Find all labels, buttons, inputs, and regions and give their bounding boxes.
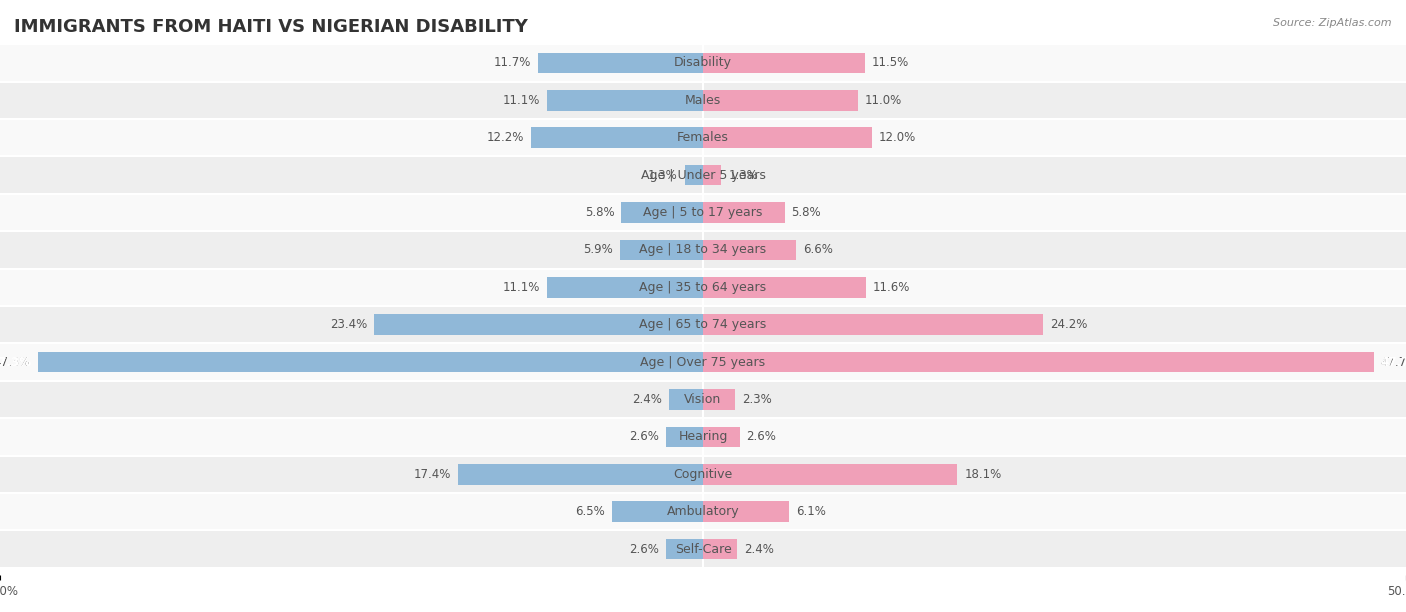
Bar [612,501,703,522]
Bar [666,539,703,559]
Text: 47.3%: 47.3% [0,356,31,368]
Text: Self-Care: Self-Care [675,543,731,556]
Bar [703,240,796,260]
Bar [0,382,1406,417]
Text: Age | Over 75 years: Age | Over 75 years [641,356,765,368]
Text: Cognitive: Cognitive [673,468,733,481]
Bar [703,90,858,111]
Bar [703,464,957,485]
Text: 5.9%: 5.9% [583,244,613,256]
Bar [703,389,735,410]
Bar [703,501,789,522]
Text: 11.6%: 11.6% [873,281,911,294]
Bar [703,165,721,185]
Bar [703,352,1374,372]
Bar [0,457,1406,492]
Text: 2.3%: 2.3% [742,393,772,406]
Text: 47.3%: 47.3% [0,356,31,368]
Text: 5.8%: 5.8% [585,206,614,219]
Text: 23.4%: 23.4% [330,318,367,331]
Bar [703,53,865,73]
Bar [0,269,1406,305]
Text: 2.6%: 2.6% [630,543,659,556]
Text: Age | 5 to 17 years: Age | 5 to 17 years [644,206,762,219]
Bar [0,45,1406,81]
Text: Source: ZipAtlas.com: Source: ZipAtlas.com [1274,18,1392,28]
Text: 11.1%: 11.1% [502,281,540,294]
Text: Ambulatory: Ambulatory [666,505,740,518]
Bar [685,165,703,185]
Text: 11.5%: 11.5% [872,56,908,69]
Bar [703,539,737,559]
Bar [669,389,703,410]
Text: 24.2%: 24.2% [1050,318,1088,331]
Text: 11.7%: 11.7% [494,56,531,69]
Bar [0,494,1406,529]
Bar [0,307,1406,343]
Text: IMMIGRANTS FROM HAITI VS NIGERIAN DISABILITY: IMMIGRANTS FROM HAITI VS NIGERIAN DISABI… [14,18,527,36]
Text: 1.3%: 1.3% [728,168,758,182]
Bar [547,277,703,297]
Bar [620,240,703,260]
Text: 5.8%: 5.8% [792,206,821,219]
Bar [703,315,1043,335]
Bar [703,202,785,223]
Bar [0,83,1406,118]
Bar [531,127,703,148]
Text: 2.6%: 2.6% [747,430,776,444]
Legend: Immigrants from Haiti, Nigerian: Immigrants from Haiti, Nigerian [561,611,845,612]
Bar [0,531,1406,567]
Text: 6.6%: 6.6% [803,244,832,256]
Text: Age | Under 5 years: Age | Under 5 years [641,168,765,182]
Text: Age | 18 to 34 years: Age | 18 to 34 years [640,244,766,256]
Text: Disability: Disability [673,56,733,69]
Text: Age | 65 to 74 years: Age | 65 to 74 years [640,318,766,331]
Text: 12.0%: 12.0% [879,131,915,144]
Text: 2.4%: 2.4% [633,393,662,406]
Bar [703,427,740,447]
Text: 2.4%: 2.4% [744,543,773,556]
Text: 12.2%: 12.2% [486,131,524,144]
Bar [703,127,872,148]
Bar [0,157,1406,193]
Bar [0,120,1406,155]
Text: 1.3%: 1.3% [648,168,678,182]
Text: Vision: Vision [685,393,721,406]
Text: 47.7%: 47.7% [1381,356,1406,368]
Text: Age | 35 to 64 years: Age | 35 to 64 years [640,281,766,294]
Bar [0,345,1406,380]
Bar [0,419,1406,455]
Bar [0,195,1406,230]
Text: 47.3%: 47.3% [0,356,31,368]
Bar [547,90,703,111]
Text: 47.7%: 47.7% [1381,356,1406,368]
Text: 17.4%: 17.4% [413,468,451,481]
Text: 18.1%: 18.1% [965,468,1001,481]
Text: 11.0%: 11.0% [865,94,901,107]
Text: 2.6%: 2.6% [630,430,659,444]
Bar [621,202,703,223]
Bar [703,277,866,297]
Text: Males: Males [685,94,721,107]
Text: 6.1%: 6.1% [796,505,825,518]
Bar [458,464,703,485]
Text: 11.1%: 11.1% [502,94,540,107]
Bar [0,232,1406,267]
Text: Females: Females [678,131,728,144]
Text: 6.5%: 6.5% [575,505,605,518]
Bar [538,53,703,73]
Bar [374,315,703,335]
Bar [38,352,703,372]
Text: Hearing: Hearing [678,430,728,444]
Bar [666,427,703,447]
